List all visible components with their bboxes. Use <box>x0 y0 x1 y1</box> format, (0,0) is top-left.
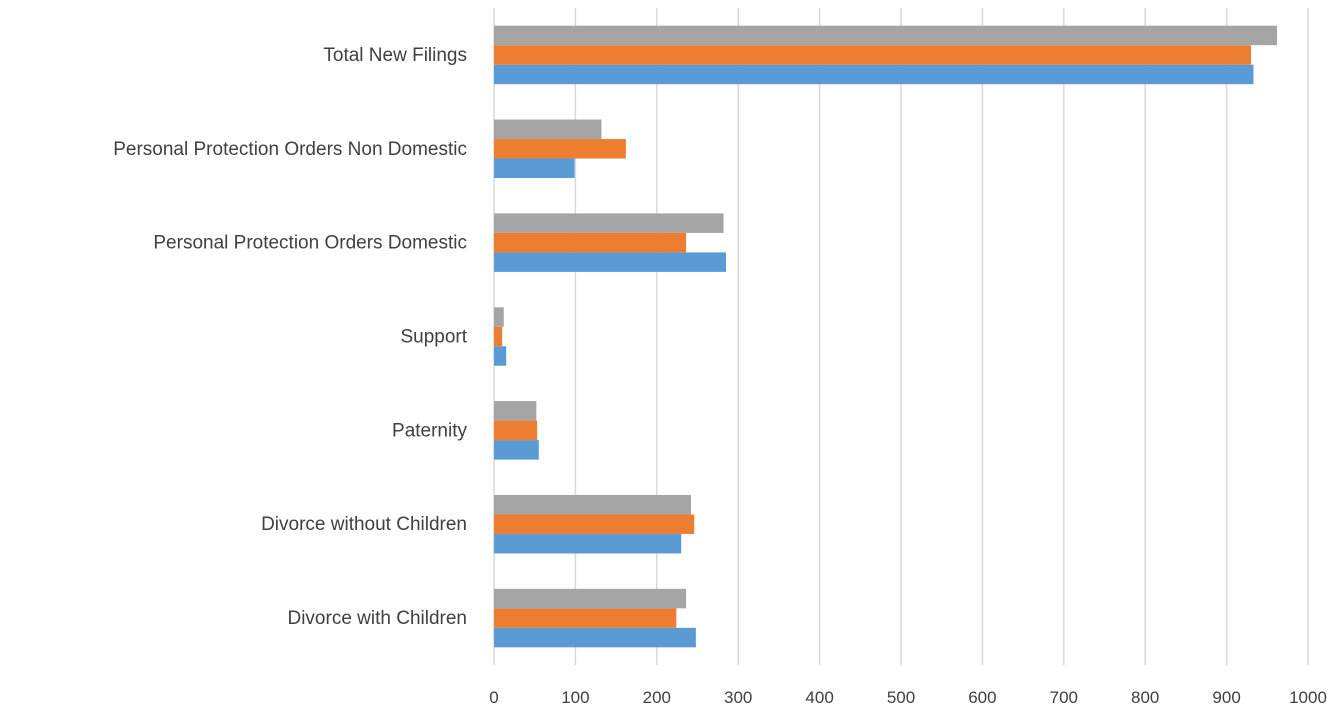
bar <box>494 232 687 253</box>
x-axis-tick-labels: 0 100 200 300 400 500 600 700 800 900 1000 <box>489 688 1327 707</box>
category-label: Divorce without Children <box>261 514 467 535</box>
gridlines <box>493 8 1309 665</box>
bar <box>494 307 504 327</box>
bar <box>494 158 575 179</box>
bar <box>494 533 682 554</box>
x-tick-label: 400 <box>805 688 833 707</box>
category-label: Total New Filings <box>323 45 467 66</box>
x-tick-label: 900 <box>1212 688 1240 707</box>
bar <box>494 346 507 366</box>
x-tick-label: 600 <box>968 688 996 707</box>
bar <box>494 45 1252 65</box>
bar <box>494 119 602 140</box>
category-label: Divorce with Children <box>287 608 467 629</box>
bar <box>494 252 726 272</box>
x-tick-label: 500 <box>887 688 915 707</box>
x-tick-label: 1000 <box>1289 688 1327 707</box>
category-label: Paternity <box>392 420 467 441</box>
bar <box>494 494 691 515</box>
bar <box>494 608 677 628</box>
x-tick-label: 300 <box>724 688 752 707</box>
x-tick-label: 700 <box>1050 688 1078 707</box>
bar <box>494 25 1278 46</box>
bar <box>494 514 695 534</box>
bar <box>494 627 696 648</box>
category-label: Personal Protection Orders Non Domestic <box>113 139 467 160</box>
x-tick-label: 200 <box>643 688 671 707</box>
x-tick-label: 100 <box>561 688 589 707</box>
x-tick-label: 0 <box>489 688 498 707</box>
x-tick-label: 800 <box>1131 688 1159 707</box>
category-label: Personal Protection Orders Domestic <box>153 233 467 254</box>
bar <box>494 213 724 233</box>
bar <box>494 326 503 347</box>
bar <box>494 588 687 609</box>
bars <box>494 25 1278 648</box>
category-label: Support <box>400 327 467 348</box>
bar <box>494 139 626 159</box>
bar <box>494 420 538 441</box>
bar <box>494 64 1254 85</box>
bar <box>494 440 539 460</box>
category-labels: Divorce with Children Divorce without Chi… <box>113 45 467 629</box>
bar <box>494 401 537 421</box>
